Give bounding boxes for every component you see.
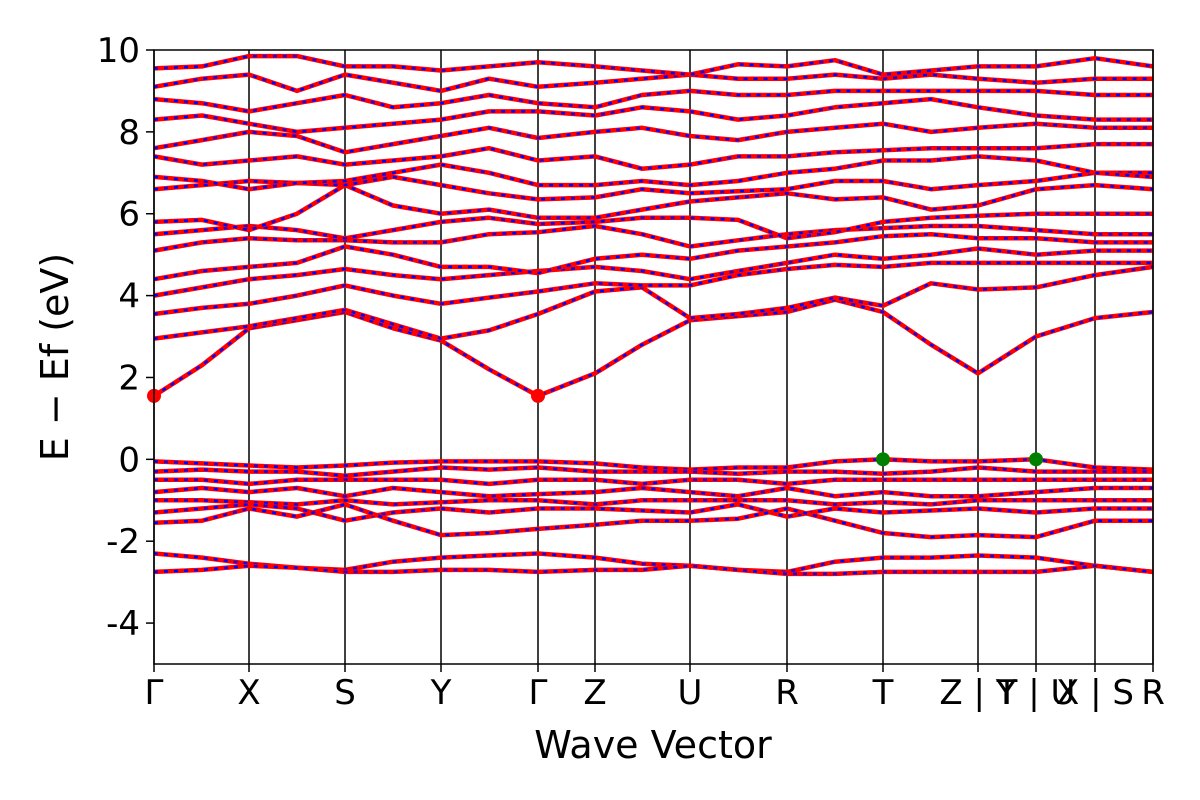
x-tick-label: U [678, 673, 703, 713]
vbm-marker [1029, 452, 1043, 467]
band-overlay [153, 232, 1153, 281]
band-overlay [153, 171, 1153, 201]
x-tick-label: S [334, 673, 356, 713]
x-axis-label: Wave Vector [534, 723, 772, 767]
band-overlay [153, 142, 1153, 170]
band [153, 264, 1154, 341]
band-overlay [153, 73, 1153, 93]
band-overlay [153, 122, 1153, 154]
band-overlay [153, 247, 1153, 297]
cbm-marker [531, 388, 545, 403]
y-tick-label: -4 [106, 604, 140, 644]
vbm-marker [876, 452, 890, 467]
band-overlay [153, 486, 1153, 498]
y-tick-label: 2 [118, 358, 140, 398]
x-tick-label: Y [430, 673, 452, 713]
band-overlay [153, 224, 1153, 252]
y-axis-label: E − Ef (eV) [33, 253, 77, 462]
band [152, 297, 1154, 399]
y-tick-label: 4 [118, 277, 140, 317]
y-tick-label: -2 [106, 522, 140, 562]
x-tick-label: Z [583, 673, 606, 713]
x-tick-label: T | U [996, 673, 1076, 713]
band [154, 477, 1153, 487]
x-tick-label: X | S [1056, 673, 1134, 713]
band-overlay [153, 97, 1153, 134]
band [153, 170, 1153, 202]
band [153, 182, 1154, 233]
band-overlay [153, 503, 1153, 539]
band-overlay [153, 89, 1153, 113]
x-tick-label: R [1141, 673, 1165, 713]
band [153, 465, 1153, 478]
band [153, 563, 1154, 577]
y-tick-label: 10 [97, 31, 140, 71]
band-overlay [153, 155, 1154, 191]
x-tick-label: Z | Y [939, 673, 1016, 713]
y-tick-label: 0 [118, 440, 140, 480]
x-tick-label: Γ [145, 673, 164, 713]
band-overlay [153, 552, 1154, 574]
x-tick-label: R [775, 673, 799, 713]
y-tick-label: 8 [118, 113, 140, 153]
band-overlay [153, 261, 1153, 316]
plot-frame [153, 49, 1154, 665]
band-overlay [153, 298, 1154, 398]
band-overlay [153, 265, 1154, 340]
band-overlay [153, 212, 1153, 240]
x-tick-label: X [237, 673, 260, 713]
x-tick-label: Γ [529, 673, 548, 713]
band [154, 498, 1153, 507]
band [153, 457, 1154, 472]
y-tick-label: 6 [118, 195, 140, 235]
x-tick-label: T [872, 673, 894, 713]
band-overlay [153, 54, 1154, 76]
